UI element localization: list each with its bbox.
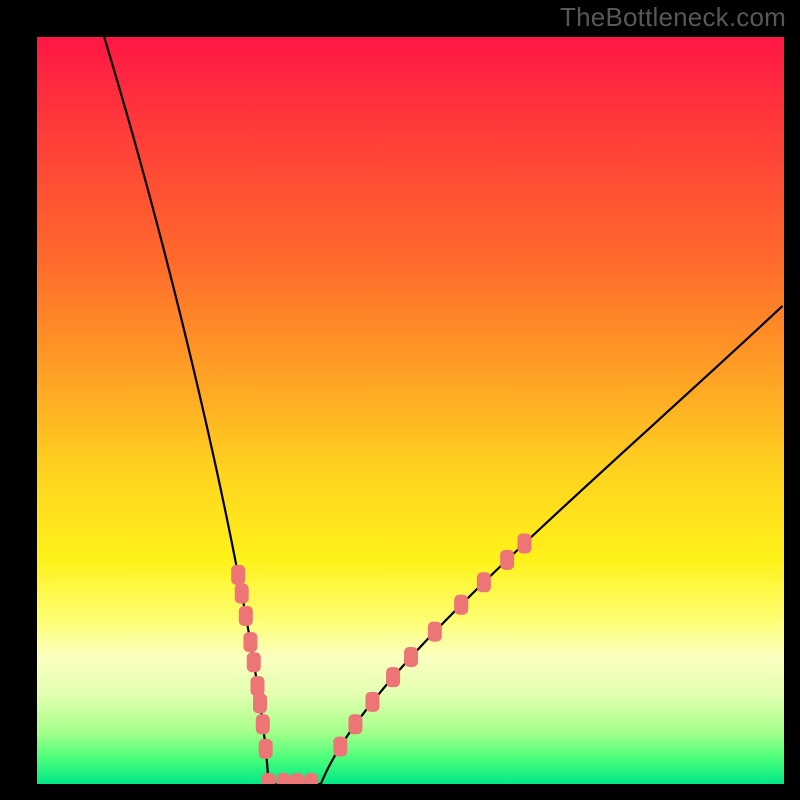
marker-left-8 [259,739,273,759]
marker-right-5 [428,622,442,642]
marker-right-1 [348,714,362,734]
marker-valley-2 [290,773,304,784]
marker-right-9 [517,533,531,553]
marker-right-2 [365,692,379,712]
marker-right-4 [404,647,418,667]
marker-left-2 [239,606,253,626]
marker-right-6 [454,595,468,615]
marker-left-4 [247,652,261,672]
marker-right-3 [386,667,400,687]
marker-valley-3 [304,773,318,784]
marker-left-5 [250,676,264,696]
marker-right-0 [333,737,347,757]
marker-left-7 [256,714,270,734]
marker-right-7 [477,572,491,592]
marker-valley-1 [277,773,291,784]
marker-right-8 [500,550,514,570]
marker-left-0 [231,565,245,585]
marker-valley-0 [262,773,276,784]
chart-frame: TheBottleneck.com [0,0,800,800]
marker-left-6 [253,693,267,713]
gradient-background [37,37,784,784]
marker-left-3 [243,632,257,652]
marker-left-1 [235,584,249,604]
plot-area [37,37,784,784]
watermark-text: TheBottleneck.com [560,2,786,33]
